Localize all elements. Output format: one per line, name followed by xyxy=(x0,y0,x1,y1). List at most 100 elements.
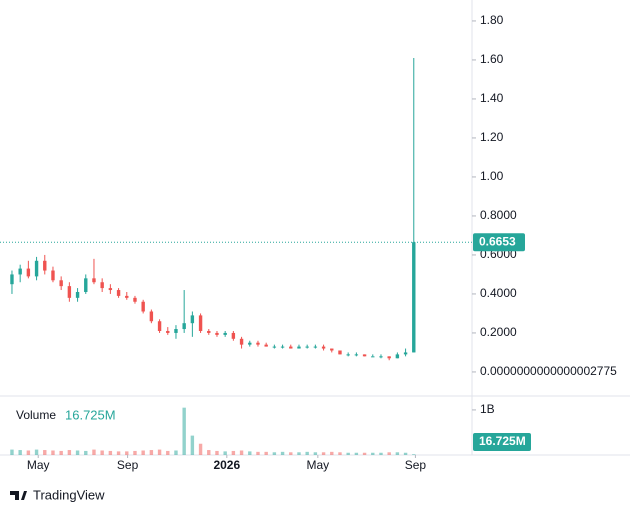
candle-body xyxy=(198,315,203,331)
candle xyxy=(223,330,227,337)
candle xyxy=(321,344,326,351)
volume-bar xyxy=(305,451,309,455)
candle-body xyxy=(313,346,318,348)
volume-bar xyxy=(272,452,277,455)
candle-body xyxy=(67,286,72,298)
logo-icon[interactable] xyxy=(10,491,27,500)
candle xyxy=(330,348,334,353)
candle xyxy=(149,309,154,324)
candle-body xyxy=(412,242,416,353)
volume-bar xyxy=(264,451,268,455)
y-tick-label: 1.20 xyxy=(480,130,504,144)
candle-body xyxy=(215,332,219,335)
candle xyxy=(289,344,293,349)
candle-body xyxy=(116,290,121,296)
volume-bar xyxy=(149,450,154,455)
candle xyxy=(362,354,367,357)
candle-body xyxy=(379,356,383,358)
candle xyxy=(51,266,55,283)
candle-body xyxy=(207,330,211,333)
y-tick-label: 1.00 xyxy=(480,169,504,183)
candle-body xyxy=(272,346,277,348)
volume-bar xyxy=(289,452,293,455)
candle-body xyxy=(34,260,39,277)
candle xyxy=(59,276,63,291)
candle-body xyxy=(239,338,244,345)
candle-body xyxy=(297,346,301,349)
candle xyxy=(379,354,383,359)
branding[interactable]: TradingView xyxy=(10,487,105,502)
candle xyxy=(190,311,195,337)
candle xyxy=(264,342,268,347)
x-tick-label: Sep xyxy=(405,458,427,472)
volume-bar xyxy=(141,450,145,455)
volume-bar xyxy=(75,450,80,455)
volume-tick-label: 1B xyxy=(480,402,495,416)
candle-body xyxy=(100,282,104,289)
x-tick-label: May xyxy=(307,458,330,472)
volume-bar xyxy=(34,449,39,455)
candle xyxy=(305,344,309,349)
candle-body xyxy=(51,270,55,281)
candle-body xyxy=(362,354,367,357)
candle-body xyxy=(305,346,309,348)
candle xyxy=(395,352,400,359)
candle xyxy=(92,258,96,285)
volume-bar xyxy=(26,450,31,455)
candle-body xyxy=(223,332,227,335)
candle-body xyxy=(387,356,391,359)
volume-bar xyxy=(67,450,72,455)
candle-body xyxy=(10,274,14,285)
candle xyxy=(75,288,80,302)
candle xyxy=(141,299,145,314)
candle xyxy=(371,354,375,358)
volume-bar xyxy=(51,450,55,455)
y-tick-label: 0.2000 xyxy=(480,325,517,339)
candle-body xyxy=(59,280,63,287)
candle-body xyxy=(190,315,195,324)
candle-body xyxy=(403,352,408,355)
candle xyxy=(256,340,260,347)
candle xyxy=(297,344,301,349)
volume-bar xyxy=(92,449,96,455)
candle xyxy=(174,325,178,339)
volume-bar xyxy=(18,450,22,455)
candle xyxy=(67,282,72,302)
candle-body xyxy=(248,342,252,345)
y-tick-label: 0.4000 xyxy=(480,286,517,300)
volume-bar xyxy=(157,449,162,455)
candle xyxy=(412,57,416,353)
candle-body xyxy=(264,344,268,347)
volume-bar xyxy=(256,451,260,455)
candle-body xyxy=(289,346,293,349)
volume-bar xyxy=(239,450,244,455)
candle-body xyxy=(92,278,96,283)
volume-bar xyxy=(231,450,236,455)
candle xyxy=(43,254,47,275)
volume-bar xyxy=(321,452,326,455)
y-tick-label: 1.40 xyxy=(480,91,504,105)
volume-badge-label: 16.725M xyxy=(479,434,526,448)
volume-bar xyxy=(248,451,252,455)
y-tick-label: 0.0000000000000002775 xyxy=(480,364,617,378)
candle xyxy=(272,344,277,349)
candle xyxy=(108,284,113,294)
y-tick-label: 1.80 xyxy=(480,13,504,27)
last-price-label: 0.6653 xyxy=(479,234,516,248)
brand-name[interactable]: TradingView xyxy=(33,487,105,502)
candle-body xyxy=(133,297,137,302)
x-tick-label: May xyxy=(27,458,50,472)
candle-body xyxy=(174,329,178,333)
candle xyxy=(198,313,203,333)
candle xyxy=(403,348,408,357)
volume-bar xyxy=(223,451,227,455)
candle xyxy=(239,336,244,349)
candle-body xyxy=(141,301,145,312)
candle-body xyxy=(231,332,236,339)
volume-bar xyxy=(354,452,359,455)
candle xyxy=(182,290,186,333)
volume-bar xyxy=(403,452,408,455)
candle xyxy=(133,295,137,304)
candle-body xyxy=(157,321,162,331)
